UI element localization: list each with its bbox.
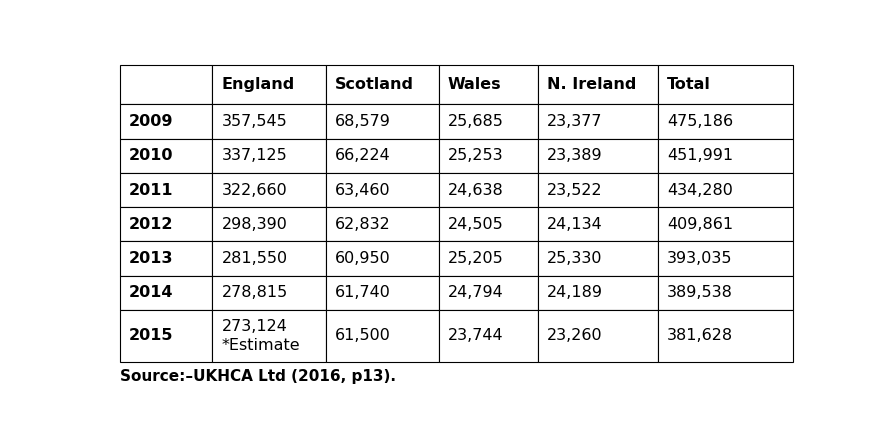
Bar	[213, 310, 326, 362]
Text: 61,500: 61,500	[335, 328, 391, 343]
Text: 434,280: 434,280	[667, 183, 733, 197]
Bar	[538, 276, 658, 310]
Bar	[213, 241, 326, 276]
Bar	[119, 173, 213, 207]
Bar	[213, 105, 326, 139]
Bar	[119, 105, 213, 139]
Bar	[326, 65, 439, 105]
Text: 281,550: 281,550	[222, 251, 287, 266]
Bar	[119, 65, 213, 105]
Text: 23,260: 23,260	[547, 328, 603, 343]
Text: 451,991: 451,991	[667, 148, 733, 163]
Bar	[119, 241, 213, 276]
Bar	[119, 139, 213, 173]
Text: 23,389: 23,389	[547, 148, 603, 163]
Bar	[213, 173, 326, 207]
Bar	[119, 310, 213, 362]
Text: 24,505: 24,505	[448, 217, 504, 232]
Bar	[439, 173, 538, 207]
Text: 68,579: 68,579	[335, 114, 391, 129]
Bar	[538, 173, 658, 207]
Bar	[538, 310, 658, 362]
Text: Source:–UKHCA Ltd (2016, p13).: Source:–UKHCA Ltd (2016, p13).	[119, 369, 395, 384]
Text: 389,538: 389,538	[667, 286, 733, 300]
Text: 24,189: 24,189	[547, 286, 603, 300]
Bar	[538, 65, 658, 105]
Bar	[326, 310, 439, 362]
Text: 381,628: 381,628	[667, 328, 733, 343]
Bar	[213, 207, 326, 241]
Bar	[439, 310, 538, 362]
Text: 24,794: 24,794	[448, 286, 504, 300]
Bar	[658, 310, 793, 362]
Bar	[658, 105, 793, 139]
Text: 298,390: 298,390	[222, 217, 287, 232]
Bar	[326, 276, 439, 310]
Text: 23,377: 23,377	[547, 114, 603, 129]
Text: 23,522: 23,522	[547, 183, 603, 197]
Bar	[326, 105, 439, 139]
Bar	[538, 105, 658, 139]
Bar	[439, 276, 538, 310]
Text: 23,744: 23,744	[448, 328, 503, 343]
Text: 2015: 2015	[128, 328, 173, 343]
Text: 24,638: 24,638	[448, 183, 504, 197]
Text: Scotland: Scotland	[335, 77, 414, 92]
Bar	[326, 207, 439, 241]
Bar	[439, 65, 538, 105]
Bar	[213, 139, 326, 173]
Text: 61,740: 61,740	[335, 286, 391, 300]
Text: 24,134: 24,134	[547, 217, 603, 232]
Bar	[213, 65, 326, 105]
Text: 25,330: 25,330	[547, 251, 603, 266]
Bar	[538, 241, 658, 276]
Bar	[119, 276, 213, 310]
Bar	[439, 105, 538, 139]
Bar	[213, 276, 326, 310]
Text: 409,861: 409,861	[667, 217, 733, 232]
Text: 25,253: 25,253	[448, 148, 503, 163]
Text: 62,832: 62,832	[335, 217, 390, 232]
Text: 2011: 2011	[128, 183, 173, 197]
Bar	[658, 241, 793, 276]
Text: 278,815: 278,815	[222, 286, 287, 300]
Bar	[439, 241, 538, 276]
Text: Total: Total	[667, 77, 711, 92]
Bar	[326, 139, 439, 173]
Text: 337,125: 337,125	[222, 148, 287, 163]
Text: 25,685: 25,685	[448, 114, 504, 129]
Text: 475,186: 475,186	[667, 114, 733, 129]
Text: 66,224: 66,224	[335, 148, 390, 163]
Text: 25,205: 25,205	[448, 251, 504, 266]
Text: Wales: Wales	[448, 77, 501, 92]
Bar	[538, 207, 658, 241]
Text: 60,950: 60,950	[335, 251, 390, 266]
Bar	[658, 276, 793, 310]
Bar	[658, 65, 793, 105]
Bar	[658, 207, 793, 241]
Text: England: England	[222, 77, 295, 92]
Bar	[538, 139, 658, 173]
Text: 2012: 2012	[128, 217, 173, 232]
Text: 393,035: 393,035	[667, 251, 732, 266]
Bar	[326, 173, 439, 207]
Text: 63,460: 63,460	[335, 183, 390, 197]
Bar	[119, 207, 213, 241]
Bar	[658, 139, 793, 173]
Text: 322,660: 322,660	[222, 183, 287, 197]
Bar	[439, 139, 538, 173]
Bar	[439, 207, 538, 241]
Text: 2013: 2013	[128, 251, 173, 266]
Bar	[658, 173, 793, 207]
Text: 273,124
*Estimate: 273,124 *Estimate	[222, 319, 300, 353]
Text: 2014: 2014	[128, 286, 173, 300]
Text: 2010: 2010	[128, 148, 173, 163]
Text: 357,545: 357,545	[222, 114, 287, 129]
Text: 2009: 2009	[128, 114, 173, 129]
Text: N. Ireland: N. Ireland	[547, 77, 636, 92]
Bar	[326, 241, 439, 276]
